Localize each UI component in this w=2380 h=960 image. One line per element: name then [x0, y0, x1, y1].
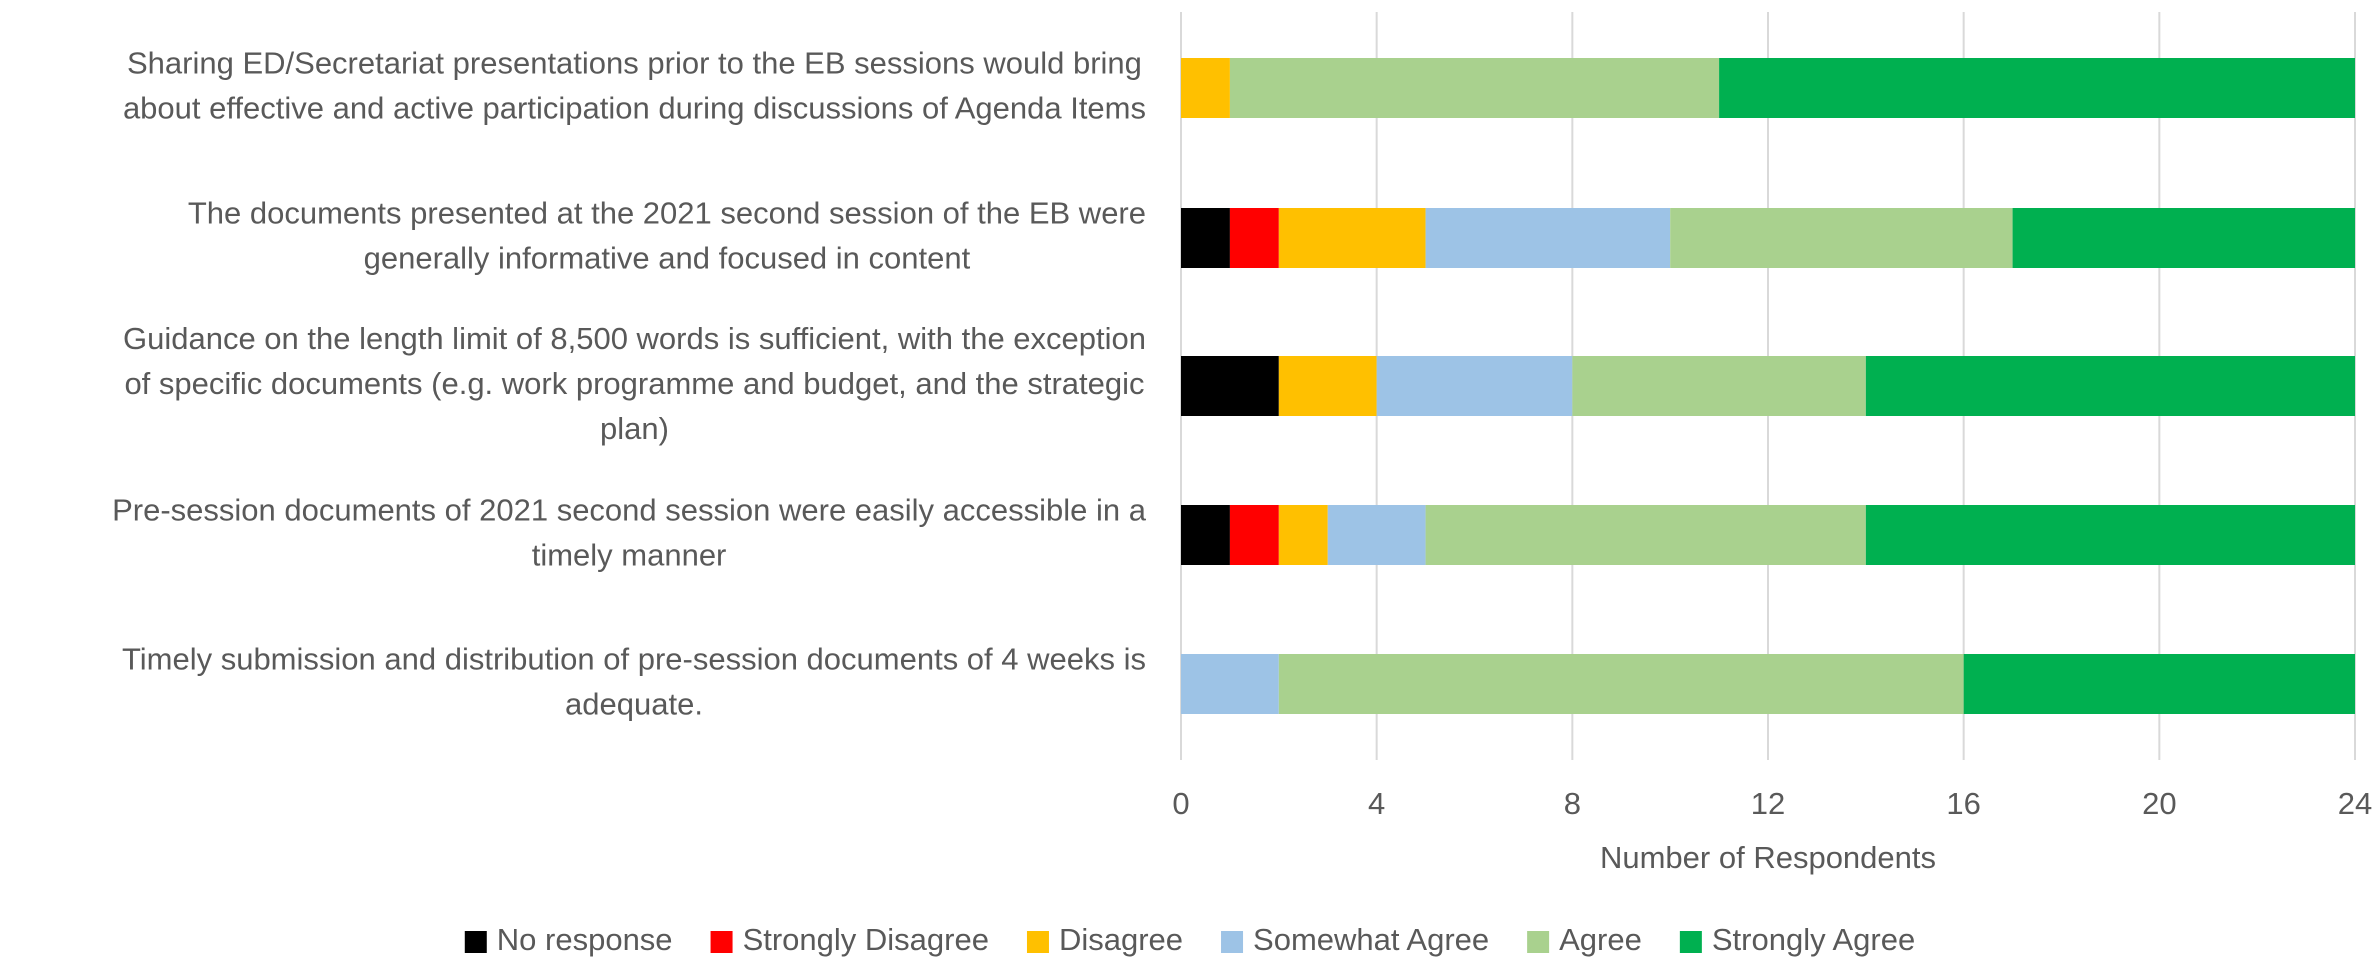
category-labels: Sharing ED/Secretariat presentations pri…	[112, 46, 1147, 722]
legend-swatch	[1026, 931, 1049, 953]
category-label: The documents presented at the 2021 seco…	[188, 196, 1146, 231]
bar-segment	[1181, 58, 1230, 118]
category-label: Timely submission and distribution of pr…	[122, 642, 1146, 677]
bar-segment	[1425, 208, 1671, 268]
bar-segment	[1376, 356, 1573, 416]
legend-label: Disagree	[1059, 922, 1183, 957]
bar-segment	[1181, 505, 1230, 565]
bar-segment	[1181, 208, 1230, 268]
legend-item: Strongly Agree	[1679, 922, 1915, 957]
x-tick-label: 20	[2142, 786, 2176, 821]
category-label: about effective and active participation…	[123, 91, 1146, 126]
bar-segment	[1425, 505, 1866, 565]
bar-segment	[1572, 356, 1866, 416]
legend-item: Agree	[1527, 922, 1642, 957]
bar-segment	[1670, 208, 2013, 268]
category-label: Sharing ED/Secretariat presentations pri…	[127, 46, 1142, 81]
legend-label: Strongly Disagree	[743, 922, 989, 957]
bar-segment	[1278, 208, 1426, 268]
bar-segment	[1229, 208, 1279, 268]
x-tick-label: 4	[1368, 786, 1385, 821]
legend-label: No response	[497, 922, 673, 957]
bar-segment	[1963, 654, 2355, 714]
category-label: of specific documents (e.g. work program…	[124, 366, 1144, 401]
x-tick-label: 8	[1564, 786, 1581, 821]
legend-swatch	[1679, 931, 1702, 953]
legend-item: Somewhat Agree	[1221, 922, 1489, 957]
legend: No response Strongly Disagree Disagree Some…	[464, 922, 1915, 957]
legend-item: Disagree	[1026, 922, 1183, 957]
bar-segment	[1278, 654, 1964, 714]
category-label: Pre-session documents of 2021 second ses…	[112, 493, 1147, 528]
category-label: plan)	[600, 411, 669, 446]
bar-segment	[1719, 58, 2355, 118]
legend-swatch	[1527, 931, 1550, 953]
x-axis-title: Number of Respondents	[1600, 840, 1936, 875]
category-label: timely manner	[532, 538, 727, 573]
legend-label: Agree	[1559, 922, 1642, 957]
bar-segment	[1181, 654, 1279, 714]
legend-item: Strongly Disagree	[710, 922, 989, 957]
bar-segment	[1181, 356, 1279, 416]
bar-segment	[1278, 356, 1377, 416]
bar-segment	[1865, 356, 2355, 416]
legend-swatch	[464, 931, 487, 953]
bar-segment	[1229, 505, 1279, 565]
x-tick-labels: 0 4 8 12 16 20 24	[1172, 786, 2372, 821]
x-tick-label: 24	[2338, 786, 2372, 821]
bar-segment	[1327, 505, 1426, 565]
bar-segment	[2012, 208, 2355, 268]
x-tick-label: 16	[1946, 786, 1980, 821]
x-tick-label: 12	[1751, 786, 1785, 821]
category-label: Guidance on the length limit of 8,500 wo…	[123, 321, 1146, 356]
category-label: adequate.	[565, 687, 703, 722]
bar-segment	[1229, 58, 1720, 118]
x-tick-label: 0	[1172, 786, 1189, 821]
legend-item: No response	[464, 922, 673, 957]
bars	[1181, 58, 2355, 714]
legend-swatch	[710, 931, 733, 953]
category-label: generally informative and focused in con…	[364, 241, 971, 276]
bar-segment	[1865, 505, 2355, 565]
legend-label: Somewhat Agree	[1253, 922, 1489, 957]
legend-swatch	[1221, 931, 1244, 953]
legend-label: Strongly Agree	[1712, 922, 1915, 957]
bar-segment	[1278, 505, 1328, 565]
